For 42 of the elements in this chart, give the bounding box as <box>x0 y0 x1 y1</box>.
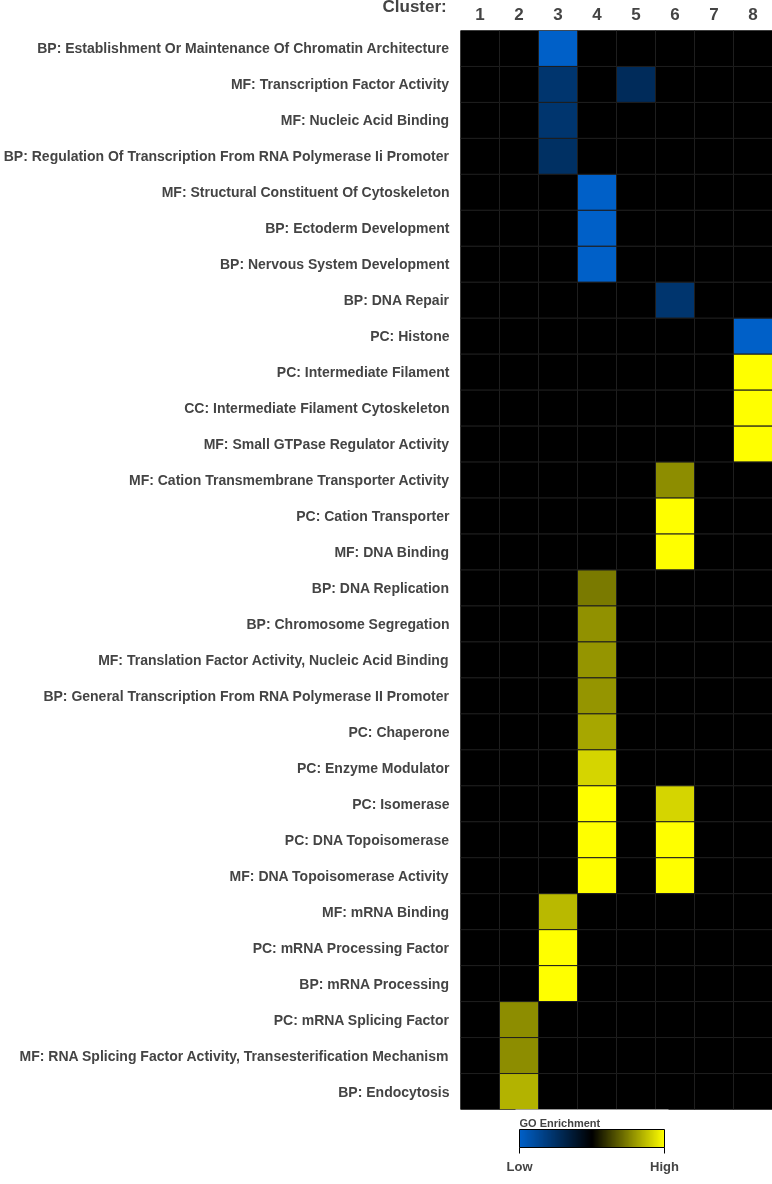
x-tick-label: 5 <box>631 4 641 24</box>
y-tick-label: MF: DNA Topoisomerase Activity <box>229 867 449 884</box>
y-tick-label: BP: DNA Repair <box>343 292 450 309</box>
y-tick-label: BP: Endocytosis <box>338 1083 450 1100</box>
x-tick-label: 2 <box>514 4 524 24</box>
color-bar-label: Low <box>506 1158 534 1174</box>
y-tick-label: BP: General Transcription From RNA Polymerase II Promoter <box>43 687 450 704</box>
y-tick-label: PC: Histone <box>370 328 450 345</box>
y-tick-label: MF: Cation Transmembrane Transporter Activity <box>128 472 450 489</box>
y-tick-label: PC: Chaperone <box>348 723 450 740</box>
color-bar-title: GO Enrichment <box>519 1116 601 1129</box>
y-tick-label: CC: Intermediate Filament Cytoskeleton <box>184 400 450 417</box>
y-tick-label: MF: Transcription Factor Activity <box>230 76 450 93</box>
y-tick-label: PC: mRNA Processing Factor <box>252 939 450 956</box>
y-tick-label: MF: Structural Constituent Of Cytoskeleton <box>161 184 450 201</box>
x-tick-label: 6 <box>670 4 680 24</box>
x-tick-label: 1 <box>475 4 485 24</box>
y-tick-label: BP: Regulation Of Transcription From RNA Polymerase Ii Promoter <box>3 148 450 165</box>
x-tick-label: 4 <box>592 4 603 24</box>
x-tick-label: 7 <box>709 4 719 24</box>
y-tick-label: MF: RNA Splicing Factor Activity, Transesterification Mechanism <box>19 1047 449 1064</box>
y-tick-label: BP: Ectoderm Development <box>265 220 450 237</box>
color-bar-label: High <box>650 1158 679 1174</box>
y-tick-label: PC: DNA Topoisomerase <box>284 831 450 848</box>
y-tick-label: PC: Enzyme Modulator <box>297 759 451 776</box>
y-tick-label: BP: DNA Replication <box>311 579 449 596</box>
x-tick-label: 3 <box>553 4 563 24</box>
y-tick-label: MF: DNA Binding <box>334 544 449 561</box>
y-tick-label: PC: Isomerase <box>352 795 450 812</box>
y-tick-label: MF: Translation Factor Activity, Nucleic Acid Binding <box>98 651 449 668</box>
y-tick-label: MF: mRNA Binding <box>321 903 449 920</box>
y-tick-label: MF: Small GTPase Regulator Activity <box>203 436 450 453</box>
y-tick-label: BP: Chromosome Segregation <box>246 615 450 632</box>
y-tick-label: PC: Cation Transporter <box>296 508 451 525</box>
x-axis-title: Cluster: <box>382 0 447 16</box>
y-tick-label: BP: mRNA Processing <box>299 975 449 992</box>
y-tick-label: MF: Nucleic Acid Binding <box>280 112 449 129</box>
y-tick-label: PC: mRNA Splicing Factor <box>273 1011 450 1028</box>
x-tick-label: 8 <box>748 4 758 24</box>
y-tick-label: BP: Establishment Or Maintenance Of Chromatin Architecture <box>37 40 450 57</box>
y-tick-label: PC: Intermediate Filament <box>276 364 450 381</box>
y-tick-label: BP: Nervous System Development <box>219 256 450 273</box>
